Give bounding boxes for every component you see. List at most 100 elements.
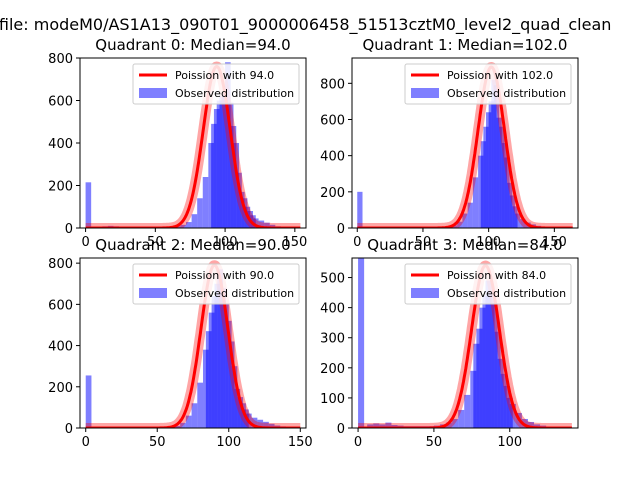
hist-bar bbox=[458, 409, 465, 428]
x-tick-label: 0 bbox=[353, 235, 361, 250]
y-tick-label: 800 bbox=[320, 77, 345, 92]
hist-bar bbox=[520, 218, 526, 228]
hist-bar bbox=[257, 419, 264, 428]
hist-bar bbox=[85, 182, 92, 228]
subplot-title: Quadrant 3: Median=84.0 bbox=[367, 236, 562, 254]
legend: Poission with 102.0 Observed distribution bbox=[404, 63, 572, 105]
legend-label: Poission with 102.0 bbox=[447, 69, 553, 82]
y-tick-label: 400 bbox=[320, 302, 345, 317]
subplot-1: 0 50 100 150 0 200 400 600 800 Quadrant 1: Median… bbox=[320, 36, 579, 250]
x-tick-label: 150 bbox=[542, 235, 567, 250]
hist-bar bbox=[358, 258, 365, 428]
y-tick-label: 800 bbox=[48, 52, 73, 67]
x-tick-label: 50 bbox=[149, 435, 166, 450]
y-tick-label: 500 bbox=[320, 272, 345, 287]
hist-bar bbox=[476, 328, 483, 428]
hist-bar bbox=[237, 397, 244, 428]
y-tick-label: 0 bbox=[65, 422, 73, 437]
hist-bar bbox=[494, 331, 501, 428]
legend-label: Poission with 90.0 bbox=[175, 269, 274, 282]
hist-bar bbox=[506, 397, 513, 428]
subplot-title: Quadrant 2: Median=90.0 bbox=[95, 236, 290, 254]
legend-patch-swatch bbox=[411, 288, 439, 298]
hist-bar bbox=[452, 418, 459, 428]
legend-label: Poission with 84.0 bbox=[447, 269, 546, 282]
hist-bar bbox=[446, 422, 453, 428]
legend-box bbox=[132, 263, 300, 305]
legend-box bbox=[404, 263, 572, 305]
hist-bar bbox=[239, 191, 245, 228]
y-tick-label: 0 bbox=[337, 222, 345, 237]
hist-bar bbox=[467, 202, 473, 228]
y-tick-label: 600 bbox=[320, 113, 345, 128]
x-tick-label: 0 bbox=[82, 435, 90, 450]
hist-bar bbox=[252, 218, 259, 228]
legend-box bbox=[404, 63, 572, 105]
hist-bar bbox=[228, 341, 235, 428]
hist-bar bbox=[211, 296, 218, 428]
hist-bar bbox=[451, 225, 458, 228]
hist-bar bbox=[185, 415, 192, 428]
hist-bar bbox=[213, 109, 220, 228]
y-tick-label: 600 bbox=[48, 298, 73, 313]
legend-label: Observed distribution bbox=[175, 87, 294, 100]
hist-bar bbox=[174, 425, 181, 428]
x-tick-label: 150 bbox=[282, 235, 307, 250]
x-tick-label: 50 bbox=[147, 235, 164, 250]
y-tick-label: 300 bbox=[320, 332, 345, 347]
hist-bar bbox=[205, 331, 212, 428]
hist-bar bbox=[202, 177, 209, 228]
x-tick-label: 100 bbox=[216, 435, 241, 450]
x-tick-label: 100 bbox=[497, 435, 522, 450]
hist-bar bbox=[488, 101, 494, 228]
hist-bar bbox=[514, 213, 521, 228]
legend-patch-swatch bbox=[139, 288, 167, 298]
hist-bar bbox=[191, 214, 198, 228]
axes-frame bbox=[79, 257, 307, 429]
hist-bar bbox=[263, 421, 269, 428]
x-tick-label: 50 bbox=[426, 435, 443, 450]
hist-bar bbox=[373, 423, 380, 428]
subplots-grid: 0 50 100 150 0 200 400 600 800 Quadrant 0: Median… bbox=[48, 36, 579, 450]
hist-bar bbox=[191, 403, 198, 428]
y-tick-label: 200 bbox=[48, 381, 73, 396]
hist-bar bbox=[180, 224, 187, 228]
hist-bar bbox=[379, 424, 386, 428]
legend-patch-swatch bbox=[139, 88, 167, 98]
y-tick-label: 200 bbox=[48, 180, 73, 195]
hist-bar bbox=[258, 220, 265, 228]
y-tick-label: 800 bbox=[48, 257, 73, 272]
x-tick-label: 100 bbox=[213, 235, 238, 250]
hist-bar bbox=[227, 102, 234, 228]
legend-patch-swatch bbox=[411, 88, 439, 98]
legend-label: Poission with 94.0 bbox=[175, 69, 274, 82]
hist-bar bbox=[462, 213, 468, 228]
hist-bar bbox=[269, 224, 276, 228]
y-tick-label: 600 bbox=[48, 95, 73, 110]
y-tick-label: 0 bbox=[65, 222, 73, 237]
legend-label: Observed distribution bbox=[447, 87, 566, 100]
hist-bar bbox=[512, 206, 518, 228]
hist-bar bbox=[367, 424, 374, 428]
hist-bar bbox=[491, 304, 498, 428]
hist-bar bbox=[268, 423, 275, 428]
hist-bar bbox=[197, 198, 203, 228]
y-tick-label: 200 bbox=[320, 186, 345, 201]
hist-bar bbox=[197, 382, 204, 428]
subplot-title: Quadrant 0: Median=94.0 bbox=[95, 36, 290, 54]
y-tick-label: 400 bbox=[320, 150, 345, 165]
x-tick-label: 150 bbox=[288, 435, 313, 450]
legend: Poission with 84.0 Observed distribution bbox=[404, 263, 572, 305]
hist-bar bbox=[220, 287, 226, 428]
hist-bar bbox=[464, 394, 471, 428]
hist-bar bbox=[479, 307, 486, 428]
y-tick-label: 200 bbox=[320, 362, 345, 377]
y-tick-label: 400 bbox=[48, 137, 73, 152]
figure-suptitle: a file: modeM0/AS1A13_090T01_9000006458_… bbox=[0, 15, 611, 35]
legend-box bbox=[132, 63, 300, 105]
hist-bar bbox=[251, 417, 258, 428]
axes-frame bbox=[351, 257, 579, 429]
hist-bar bbox=[509, 403, 516, 428]
hist-bar bbox=[534, 424, 541, 428]
